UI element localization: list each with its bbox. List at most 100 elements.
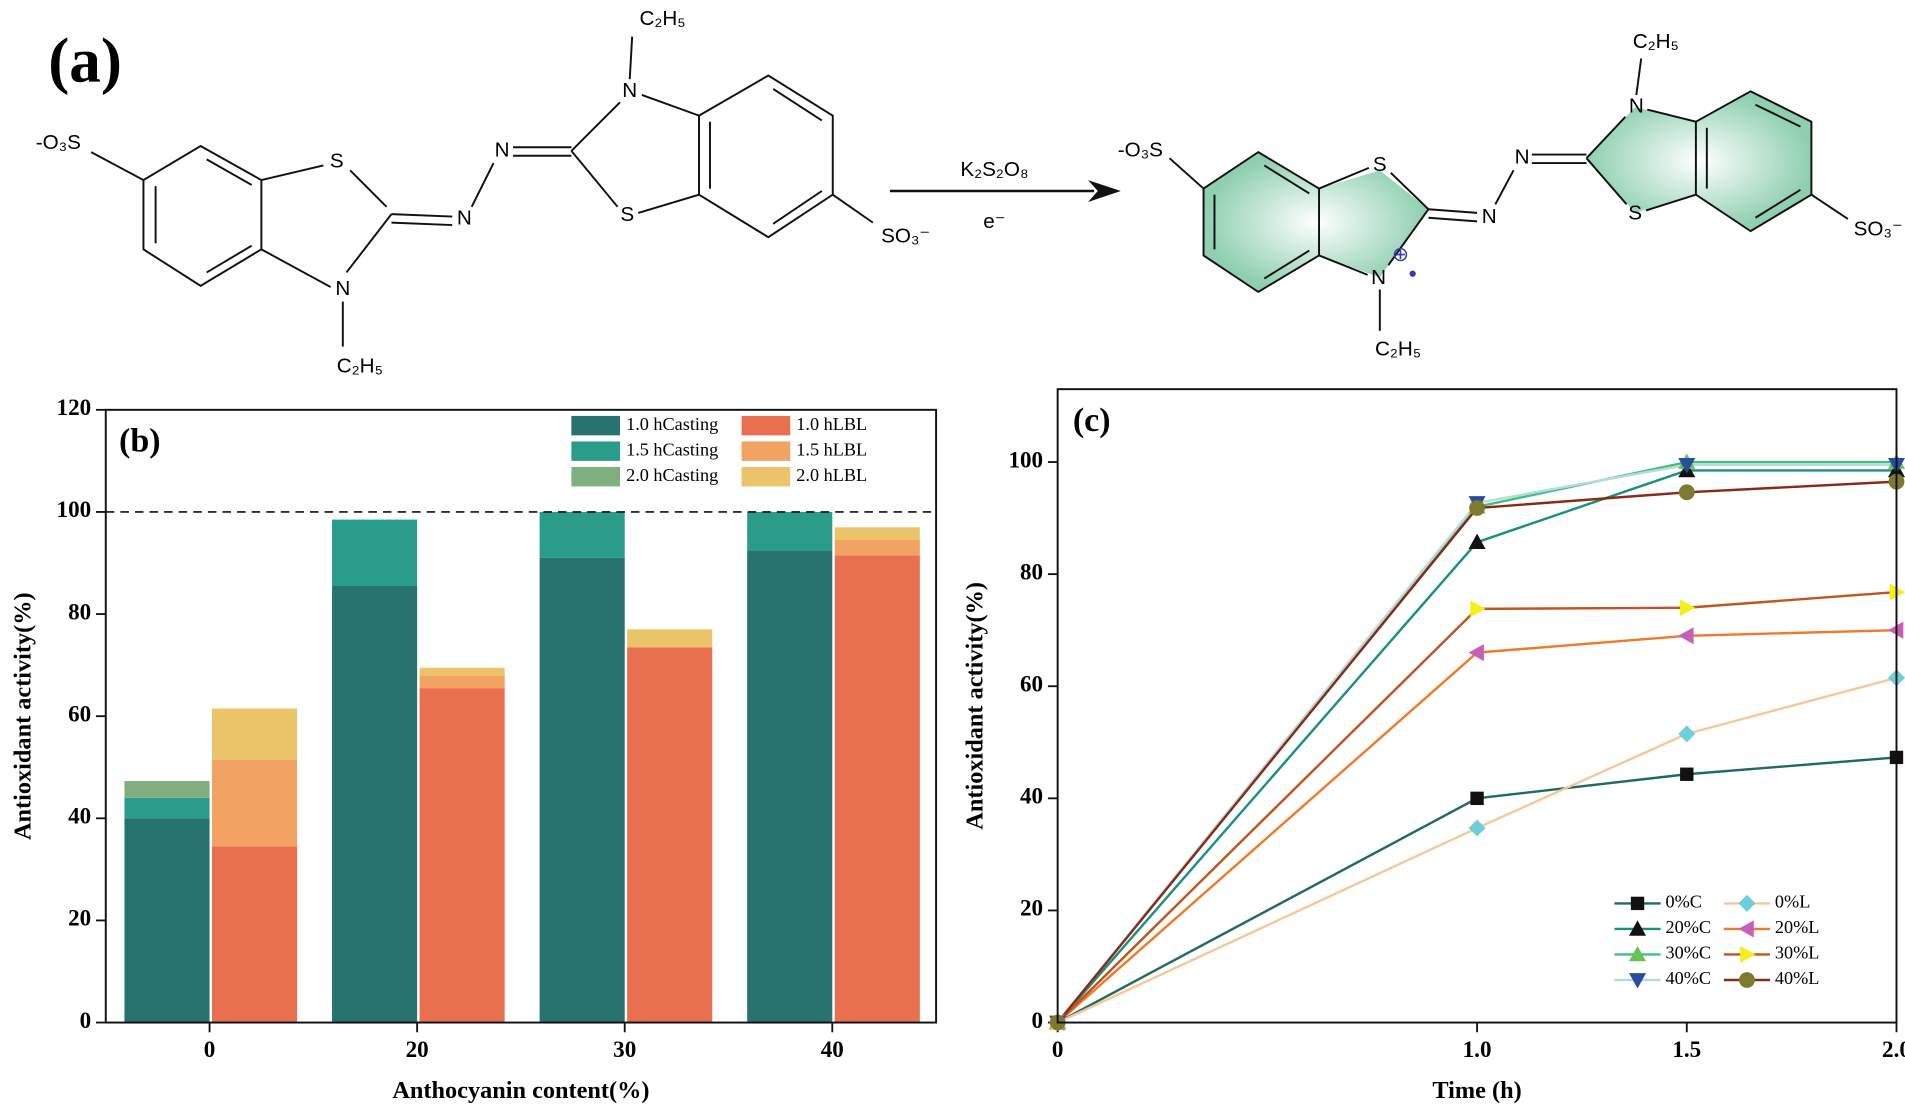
bond	[391, 221, 453, 227]
y-tick-label: 80	[68, 598, 91, 624]
y-tick-label: 120	[57, 394, 92, 420]
bond	[570, 101, 621, 152]
y-tick-label: 20	[68, 905, 91, 931]
marker	[1678, 627, 1694, 645]
bar-segment	[419, 667, 505, 676]
bond	[1635, 58, 1643, 96]
bond	[641, 94, 700, 117]
legend-marker	[1738, 894, 1756, 912]
bond	[772, 190, 823, 225]
legend-label: 20%L	[1775, 917, 1820, 937]
bond	[206, 158, 253, 186]
x-tick-label: 40	[821, 1036, 844, 1062]
atom-label: C₂H₅	[337, 355, 383, 378]
bar-segment	[747, 511, 833, 551]
y-tick-label: 0	[1032, 1007, 1044, 1033]
bar-segment	[627, 647, 713, 1023]
benzene-ring	[142, 144, 263, 287]
radical-shading	[1203, 152, 1429, 292]
legend-label: 40%C	[1666, 968, 1712, 988]
bond	[1810, 193, 1849, 220]
bar-segment	[747, 550, 833, 1023]
legend-label: 2.0 hCasting	[626, 465, 718, 485]
legend-label: 30%C	[1666, 943, 1712, 963]
atom-label: S	[620, 203, 634, 226]
bond	[1263, 164, 1310, 195]
legend-label: 0%L	[1775, 892, 1810, 912]
legend-swatch	[741, 466, 791, 487]
marker	[1468, 819, 1486, 837]
bar-segment	[332, 519, 418, 586]
atom-label: C₂H₅	[1633, 30, 1679, 53]
legend-label: 20%C	[1666, 917, 1712, 937]
bond	[1494, 169, 1515, 205]
y-axis-label: Antioxidant activity(%)	[961, 582, 988, 830]
bar-segment	[124, 781, 210, 798]
y-tick-label: 60	[1020, 671, 1043, 697]
legend-swatch	[741, 441, 791, 461]
series-line	[1056, 469, 1897, 1024]
marker	[1680, 767, 1694, 781]
charge: ⊕	[1392, 243, 1409, 266]
legend-label: 30%L	[1775, 943, 1820, 963]
bar-segment	[332, 585, 418, 1023]
series-line	[1056, 628, 1897, 1024]
bar-segment	[834, 540, 920, 556]
atom-label: S	[1628, 202, 1642, 225]
bond	[637, 193, 700, 214]
x-tick-label: 30	[613, 1036, 636, 1062]
panel-label: (c)	[1073, 402, 1111, 439]
panel-label: (a)	[48, 26, 122, 96]
bond	[1168, 157, 1205, 190]
reaction-diagram: (a) -O₃S S N N N S N C₂H₅ C₂H₅ SO₃⁻ K₂S₂…	[36, 7, 1903, 378]
bond	[470, 162, 495, 208]
bond	[260, 248, 332, 288]
y-tick-label: 100	[1008, 446, 1043, 472]
bond	[1428, 216, 1478, 223]
bond	[345, 213, 393, 274]
y-axis-label: Antioxidant activity(%)	[9, 592, 36, 840]
x-tick-label: 1.0	[1463, 1036, 1492, 1062]
bond	[1645, 193, 1697, 212]
legend-swatch	[571, 441, 621, 461]
bond	[570, 150, 619, 208]
reagent: e⁻	[983, 210, 1005, 233]
y-tick-label: 60	[68, 700, 91, 726]
bond	[1755, 103, 1801, 128]
x-tick-label: 1.5	[1672, 1036, 1701, 1062]
bond	[391, 213, 453, 218]
marker	[1470, 600, 1486, 618]
atom-label: N	[457, 206, 472, 229]
plot-frame	[104, 408, 938, 1024]
atom-label: C₂H₅	[639, 7, 685, 30]
radical-shading	[1586, 91, 1812, 232]
bar-segment	[419, 675, 505, 689]
bar-segment	[539, 511, 625, 558]
series-line	[1057, 676, 1897, 1024]
x-tick-label: 0	[1052, 1036, 1064, 1062]
atom-label: N	[335, 277, 350, 300]
atom-label: N	[1371, 266, 1386, 289]
legend-swatch	[571, 466, 621, 487]
bar-segment	[419, 688, 505, 1023]
bar-segment	[834, 527, 920, 541]
legend-marker	[1738, 920, 1754, 938]
legend-label: 0%C	[1666, 892, 1702, 912]
atom-label: -O₃S	[1118, 138, 1163, 161]
legend-label: 2.0 hLBL	[796, 465, 867, 485]
marker	[1468, 644, 1484, 662]
bond	[206, 244, 253, 274]
bond	[832, 193, 874, 224]
y-tick-label: 40	[68, 803, 91, 829]
atom-label: C₂H₅	[1375, 338, 1421, 361]
legend-label: 1.0 hLBL	[796, 414, 867, 434]
atom-label: S	[1373, 153, 1387, 176]
legend-marker	[1629, 920, 1647, 936]
marker	[1468, 533, 1486, 549]
legend-marker	[1629, 973, 1647, 989]
marker	[1470, 791, 1484, 806]
arrow-head	[1088, 180, 1121, 202]
y-tick-label: 40	[1020, 783, 1043, 809]
bond	[90, 151, 144, 181]
